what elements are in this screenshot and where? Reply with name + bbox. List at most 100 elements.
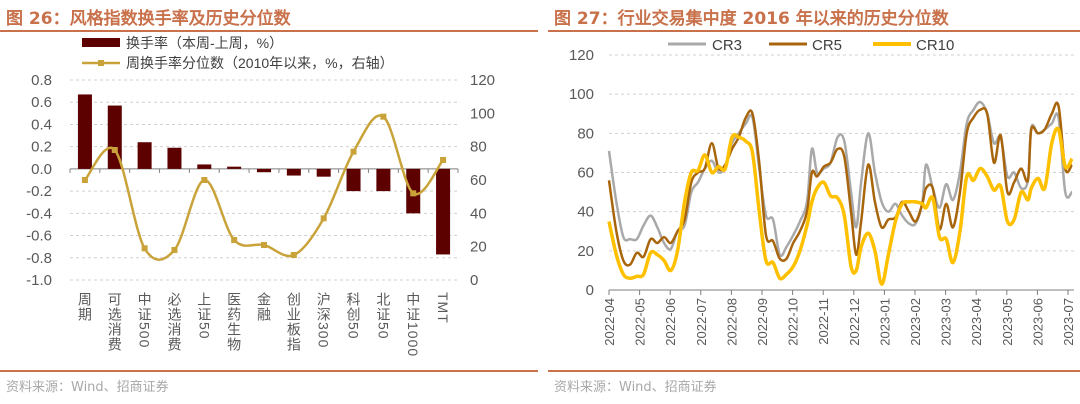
bar-上证50 (197, 164, 212, 169)
line-marker-北证50 (380, 113, 387, 120)
x-tick-label: 2022-04 (602, 298, 617, 346)
right-source: 资料来源：Wind、招商证券 (554, 380, 717, 395)
line-marker-必选消费 (171, 247, 178, 253)
y-tick-label-left: 0.4 (31, 116, 52, 133)
y-tick-label-left: -0.4 (26, 205, 52, 222)
bar-必选消费 (167, 147, 182, 169)
x-tick-label: 2023-07 (1061, 298, 1076, 346)
left-chart: 0.8 0.6 0.4 0.2 0.0 -0.2 -0.4 -0.6 -0.8 -1.0 120 10… (26, 35, 495, 357)
line-marker-中证1000 (410, 190, 417, 197)
left-footer-rule (0, 370, 538, 372)
bar-金融 (257, 168, 271, 173)
legend-line-label: 周换手率分位数（2010年以来，%，右轴） (126, 55, 394, 71)
x-tick-label: 可选消费 (107, 292, 123, 352)
left-panel: 图 26：风格指数换手率及历史分位数 0.8 0.6 0.4 0.2 0.0 -0.2 -0… (0, 9, 538, 395)
x-tick-label: 2022-07 (694, 298, 709, 346)
right-footer-rule (548, 370, 1080, 372)
x-tick-label: 2022-10 (786, 298, 801, 346)
x-tick-label: 中证500 (137, 292, 153, 348)
right-panel: 图 27：行业交易集中度 2016 年以来的历史分位数 资料来源：Wind、招商… (548, 0, 1080, 404)
y-tick-label-right: 40 (470, 205, 487, 222)
legend-bar-label: 换手率（本周-上周，%） (126, 35, 283, 51)
y-tick-label-left: 0.8 (31, 72, 52, 89)
line-marker-金融 (261, 242, 267, 248)
x-tick-label: 2023-01 (877, 298, 892, 346)
y-tick-label-left: -0.8 (26, 250, 52, 267)
y-tick-label: 40 (577, 204, 594, 221)
bar-周期 (77, 94, 92, 169)
x-tick-label: 创业板指 (286, 292, 302, 352)
x-tick-label: 2022-05 (633, 298, 648, 346)
y-tick-label: 20 (577, 243, 594, 260)
y-tick-label-left: -0.6 (26, 228, 52, 245)
y-tick-label-right: 100 (470, 105, 495, 122)
y-tick-label-right: 20 (470, 239, 487, 256)
series-line-cr3 (607, 100, 1074, 258)
x-tick-label: 医药生物 (226, 292, 242, 352)
x-tick-label: 周期 (77, 292, 93, 322)
x-tick-label: 2023-06 (1030, 298, 1045, 346)
x-tick-label: 2023-04 (969, 298, 984, 346)
bar-创业板指 (286, 168, 301, 176)
x-tick-label: 2022-08 (724, 298, 739, 346)
left-title-rule (0, 30, 538, 32)
x-tick-label: 中证1000 (405, 292, 421, 357)
x-tick-label: 2023-02 (908, 298, 923, 346)
line-marker-TMT (440, 157, 447, 163)
line-marker-周期 (81, 177, 88, 183)
line-marker-可选消费 (111, 147, 118, 153)
bar-沪深300 (316, 168, 331, 177)
line-marker-上证50 (201, 177, 208, 183)
x-tick-label: 上证50 (196, 292, 212, 340)
y-tick-label-right: 80 (470, 139, 487, 156)
x-tick-label: 2023-05 (1000, 298, 1015, 346)
y-tick-label: 80 (577, 125, 594, 142)
right-title-rule (548, 30, 1080, 32)
legend-label-cr3: CR3 (712, 37, 742, 54)
y-tick-label-left: 0.6 (31, 94, 52, 111)
y-tick-label: 60 (577, 165, 594, 182)
y-tick-label-left: -0.2 (26, 183, 52, 200)
legend-bar-swatch (82, 38, 120, 47)
bar-TMT (436, 168, 451, 255)
y-tick-label-right: 120 (470, 72, 495, 89)
bar-北证50 (376, 168, 391, 192)
line-marker-医药生物 (231, 237, 238, 243)
y-tick-label-left: 0.2 (31, 139, 52, 156)
line-marker-中证500 (141, 245, 148, 252)
y-tick-label: 0 (586, 282, 594, 299)
line-marker-沪深300 (320, 215, 327, 222)
legend-label-cr10: CR10 (916, 37, 954, 54)
x-tick-label: 2022-11 (816, 298, 831, 345)
bar-可选消费 (107, 105, 122, 169)
series-line-cr5 (607, 101, 1074, 267)
x-tick-label: 北证50 (375, 292, 391, 340)
x-tick-label: 金融 (256, 292, 272, 322)
y-tick-label-left: 0.0 (31, 161, 52, 178)
x-tick-label: 2023-03 (939, 298, 954, 346)
right-chart-title: 图 27：行业交易集中度 2016 年以来的历史分位数 (554, 9, 949, 29)
y-tick-label: 100 (569, 86, 594, 103)
y-tick-label-right: 60 (470, 172, 487, 189)
x-tick-label: TMT (435, 292, 451, 324)
x-tick-label: 沪深300 (316, 292, 332, 348)
legend-line-marker (98, 60, 104, 66)
left-source: 资料来源：Wind、招商证券 (6, 380, 169, 395)
line-marker-创业板指 (290, 252, 297, 258)
x-tick-label: 2022-12 (847, 298, 862, 346)
y-tick-label: 120 (569, 47, 594, 64)
x-tick-label: 科创50 (346, 292, 362, 340)
line-marker-科创50 (350, 148, 357, 155)
legend-label-cr5: CR5 (812, 37, 842, 54)
series-line-cr10 (607, 126, 1074, 286)
bar-医药生物 (227, 166, 242, 169)
x-tick-label: 2022-09 (755, 298, 770, 346)
x-tick-label: 2022-06 (663, 298, 678, 346)
x-tick-label: 必选消费 (166, 292, 182, 352)
y-tick-label-left: -1.0 (26, 272, 52, 289)
bar-中证500 (137, 142, 152, 169)
y-tick-label-right: 0 (470, 272, 478, 289)
left-chart-title: 图 26：风格指数换手率及历史分位数 (6, 9, 291, 29)
bar-科创50 (346, 168, 361, 192)
